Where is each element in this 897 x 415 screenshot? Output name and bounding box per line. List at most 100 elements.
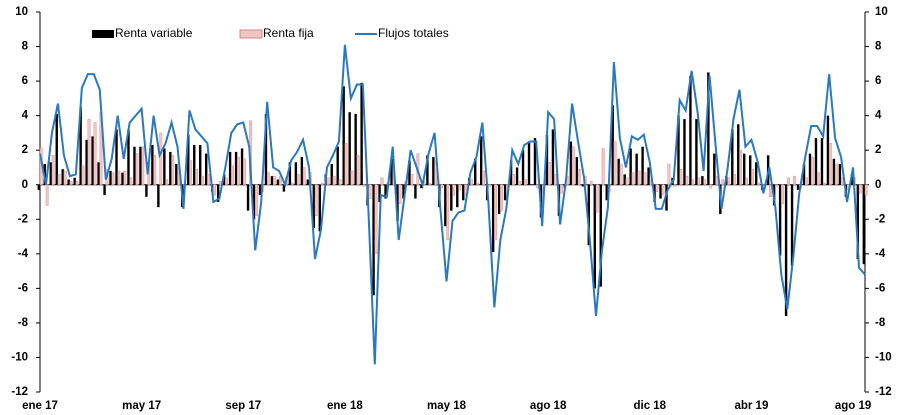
y-tick-label: 0 bbox=[22, 179, 28, 191]
bar bbox=[61, 169, 64, 185]
bar bbox=[432, 157, 435, 185]
bar bbox=[479, 136, 483, 185]
bar bbox=[601, 148, 605, 185]
y-tick-label: 4 bbox=[22, 110, 29, 122]
bar bbox=[661, 184, 665, 196]
x-tick-label: may 17 bbox=[122, 400, 161, 412]
bar bbox=[456, 184, 459, 208]
bar bbox=[255, 184, 258, 217]
bar bbox=[330, 164, 333, 185]
bar bbox=[115, 129, 118, 185]
bar bbox=[862, 184, 865, 265]
bar bbox=[695, 119, 698, 185]
bar bbox=[721, 179, 725, 185]
bar bbox=[826, 115, 830, 185]
bar bbox=[494, 184, 497, 241]
bar bbox=[187, 134, 190, 185]
bar bbox=[290, 182, 294, 185]
bar bbox=[228, 151, 232, 185]
bar bbox=[497, 184, 501, 215]
bar bbox=[697, 177, 701, 185]
bar bbox=[778, 184, 782, 256]
bar bbox=[631, 172, 635, 185]
bar bbox=[294, 162, 298, 185]
bar bbox=[733, 174, 737, 185]
bar bbox=[37, 184, 40, 190]
bar bbox=[384, 184, 387, 199]
bar bbox=[225, 177, 228, 185]
bar bbox=[63, 170, 67, 185]
bar bbox=[153, 155, 157, 185]
bar bbox=[320, 182, 324, 185]
bar bbox=[117, 170, 121, 185]
bar bbox=[380, 177, 384, 185]
bar bbox=[342, 86, 345, 185]
bar bbox=[595, 184, 599, 213]
y-tick-label: -2 bbox=[18, 213, 28, 225]
bar bbox=[163, 148, 166, 185]
bar bbox=[637, 170, 641, 185]
legend-swatch bbox=[239, 29, 263, 39]
x-tick-label: dic 18 bbox=[633, 400, 666, 412]
bar bbox=[85, 139, 88, 185]
bar bbox=[810, 156, 814, 185]
bar bbox=[276, 179, 280, 185]
bar bbox=[378, 184, 381, 202]
bar bbox=[739, 149, 743, 185]
bar bbox=[470, 179, 474, 185]
bar bbox=[533, 138, 537, 185]
y2-tick-label: -8 bbox=[875, 317, 886, 329]
bar bbox=[57, 174, 61, 185]
bar bbox=[374, 184, 378, 255]
bar bbox=[790, 184, 794, 266]
bar bbox=[402, 184, 405, 199]
x-tick-label: ene 17 bbox=[22, 400, 58, 412]
bar bbox=[569, 141, 573, 185]
bar bbox=[808, 153, 812, 185]
bar bbox=[503, 184, 507, 201]
bar bbox=[796, 184, 800, 190]
y2-tick-label: -12 bbox=[875, 386, 892, 398]
bar bbox=[553, 174, 557, 185]
bar bbox=[488, 184, 491, 187]
y2-tick-label: 0 bbox=[875, 179, 881, 191]
bar bbox=[515, 167, 519, 185]
bar bbox=[754, 162, 758, 185]
bar bbox=[426, 155, 429, 185]
bar bbox=[428, 182, 432, 185]
bar bbox=[521, 150, 525, 185]
y2-tick-label: -4 bbox=[875, 248, 886, 260]
bar bbox=[204, 153, 208, 185]
bar bbox=[781, 184, 784, 204]
bar bbox=[559, 184, 563, 194]
bar bbox=[79, 107, 82, 185]
bar bbox=[476, 182, 480, 185]
bar bbox=[814, 138, 818, 185]
bar bbox=[69, 181, 73, 185]
bar bbox=[135, 153, 139, 185]
bar bbox=[159, 132, 163, 185]
bar bbox=[745, 177, 749, 185]
bar bbox=[450, 184, 453, 211]
bar bbox=[75, 181, 79, 185]
bar bbox=[820, 138, 824, 185]
bar bbox=[677, 115, 680, 185]
bar bbox=[237, 156, 240, 185]
bar bbox=[802, 164, 806, 185]
bar bbox=[822, 182, 826, 185]
bar bbox=[175, 164, 178, 185]
bar bbox=[571, 146, 575, 185]
bar bbox=[129, 177, 133, 185]
bar bbox=[356, 155, 360, 185]
bar bbox=[231, 165, 234, 185]
bar bbox=[751, 168, 755, 185]
bar bbox=[151, 145, 154, 185]
bar bbox=[784, 184, 788, 316]
x-tick-label: sep 17 bbox=[225, 400, 261, 412]
y-tick-label: -8 bbox=[18, 317, 29, 329]
bar bbox=[625, 177, 629, 185]
legend-label: Renta fija bbox=[263, 26, 314, 40]
bar bbox=[703, 179, 707, 185]
bar bbox=[222, 174, 226, 185]
bar bbox=[545, 134, 549, 185]
